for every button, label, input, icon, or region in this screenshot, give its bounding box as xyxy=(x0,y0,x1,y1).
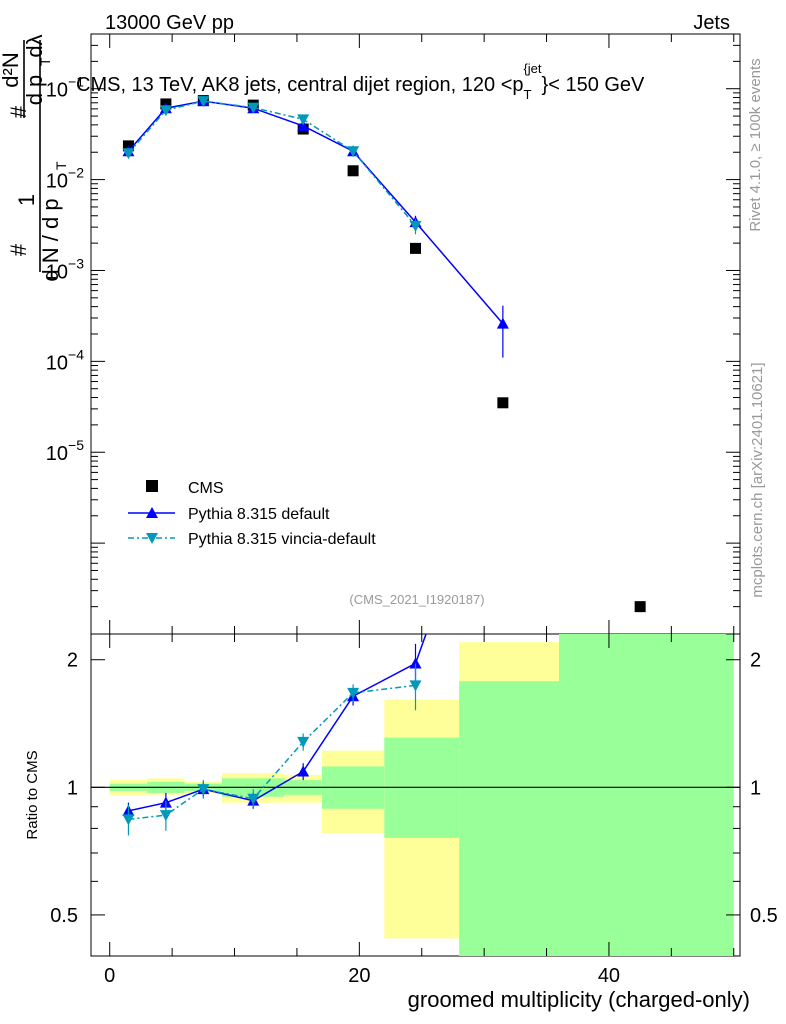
ratio-tick-label-right: 0.5 xyxy=(750,905,778,927)
vincia-marker xyxy=(122,148,135,160)
cms-data-point xyxy=(410,242,421,254)
y-label-inner-sub: T xyxy=(37,57,53,66)
y-label-one: 1 xyxy=(14,194,39,206)
axes-layer: 0 20 40 10−5 10−4 10−3 10−2 10−1 0.5 0.5 1 1 2 2 xyxy=(46,33,778,987)
y-label-hash2: # xyxy=(6,105,31,118)
vincia-marker xyxy=(197,96,210,108)
y-label-hash: # xyxy=(6,243,31,256)
vincia-marker xyxy=(297,114,310,126)
vincia-ratio-marker xyxy=(409,680,422,692)
default-marker xyxy=(496,317,509,329)
ratio-layer xyxy=(91,413,740,956)
chart-title: CMS, 13 TeV, AK8 jets, central dijet reg… xyxy=(76,61,645,102)
y-label-inner-den: d p xyxy=(22,75,47,106)
vincia-marker xyxy=(247,102,260,114)
legend-default-label: Pythia 8.315 default xyxy=(188,506,330,523)
y-label-denominator: d N / d p xyxy=(38,198,63,281)
ratio-tick-label-right: 1 xyxy=(750,777,761,799)
ratio-band-inner xyxy=(559,634,734,956)
title-sub: T xyxy=(524,87,532,102)
default-ratio-marker xyxy=(409,657,422,669)
y-label-numerator: d²N xyxy=(0,52,23,87)
legend-vincia-marker xyxy=(146,533,158,544)
legend-cms-label: CMS xyxy=(188,480,224,497)
mcplots-label: mcplots.cern.ch [arXiv:2401.10621] xyxy=(749,362,766,597)
y-tick-label: 10−4 xyxy=(46,346,84,374)
vincia-line xyxy=(127,100,417,227)
legend-cms-marker xyxy=(146,480,158,492)
default-ratio-marker xyxy=(297,765,310,777)
default-marker xyxy=(297,119,310,131)
vincia-marker xyxy=(347,146,360,158)
y-axis-label: 1 d N / d p T # # d²N d p T dλ xyxy=(0,34,69,281)
y-label-lambda: dλ xyxy=(22,34,47,57)
rivet-label: Rivet 4.1.0, ≥ 100k events xyxy=(747,58,764,231)
analysis-tag: (CMS_2021_I1920187) xyxy=(349,592,484,607)
y-label-denominator-sub: T xyxy=(53,161,69,170)
main-layer xyxy=(122,95,646,613)
ratio-tick-label-left: 2 xyxy=(67,650,78,672)
x-tick-label: 40 xyxy=(598,965,620,987)
x-tick-label: 0 xyxy=(104,965,115,987)
y-tick-label: 10−1 xyxy=(46,74,84,102)
ratio-tick-label-right: 2 xyxy=(750,650,761,672)
ratio-y-label: Ratio to CMS xyxy=(24,750,41,839)
vincia-ratio-marker xyxy=(297,736,310,748)
ratio-band-inner xyxy=(459,681,560,956)
x-tick-label: 20 xyxy=(348,965,370,987)
y-tick-label: 10−5 xyxy=(46,437,84,465)
cms-data-point xyxy=(634,601,646,613)
title-sup: {jet xyxy=(523,61,541,76)
vincia-ratio-marker xyxy=(247,793,260,805)
vincia-marker xyxy=(159,105,172,117)
ratio-tick-label-left: 1 xyxy=(67,777,78,799)
default-ratio-marker xyxy=(497,413,509,424)
x-axis-label: groomed multiplicity (charged-only) xyxy=(408,987,750,1012)
vincia-ratio-marker xyxy=(159,810,172,822)
cms-data-point xyxy=(347,165,359,177)
default-line xyxy=(127,100,504,325)
y-tick-label: 10−2 xyxy=(46,165,84,193)
title-main: CMS, 13 TeV, AK8 jets, central dijet reg… xyxy=(76,74,524,96)
ratio-panel-frame xyxy=(90,633,741,957)
legend: CMS Pythia 8.315 default Pythia 8.315 vi… xyxy=(128,480,376,548)
title-tail: }< 150 GeV xyxy=(542,74,646,96)
cms-data-point xyxy=(497,397,509,409)
legend-default-marker xyxy=(146,507,158,518)
legend-vincia-label: Pythia 8.315 vincia-default xyxy=(188,531,376,548)
header-right: Jets xyxy=(693,12,730,34)
vincia-ratio-marker xyxy=(122,814,135,826)
vincia-ratio-marker xyxy=(347,687,360,699)
ratio-tick-label-left: 0.5 xyxy=(50,905,78,927)
vincia-marker xyxy=(409,220,422,232)
default-ratio-line xyxy=(128,634,427,812)
vincia-ratio-marker xyxy=(197,784,210,796)
y-tick-label: 10−3 xyxy=(46,255,84,283)
header-left: 13000 GeV pp xyxy=(105,12,234,34)
